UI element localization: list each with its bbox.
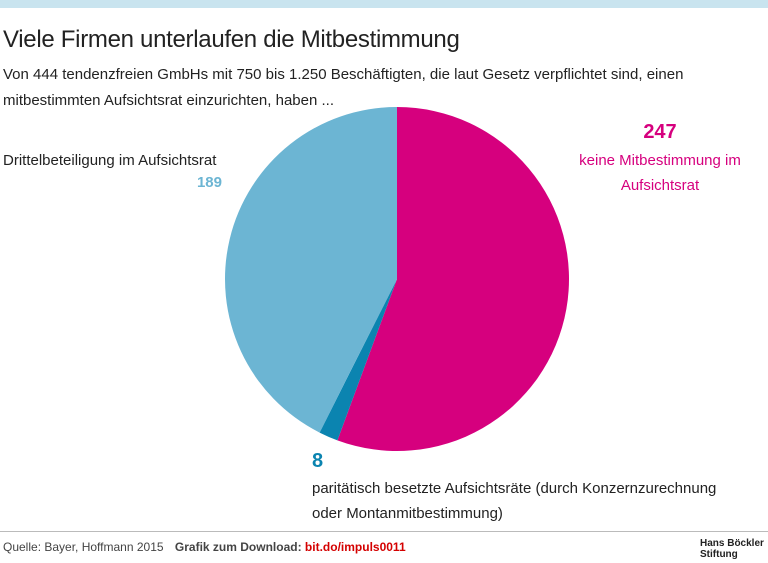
download-link[interactable]: bit.do/impuls0011 — [304, 540, 406, 554]
top-bar — [0, 0, 768, 8]
footer-rule — [0, 531, 768, 532]
value-label: 189 — [196, 174, 222, 191]
slice-label: keine Mitbestimmung im Aufsichtsrat — [579, 152, 741, 194]
chart-title: Viele Firmen unterlaufen die Mitbestimmu… — [3, 26, 460, 53]
value-label: 247 — [643, 121, 677, 143]
pie-slice — [224, 107, 397, 433]
slice-label: Drittelbeteiligung im Aufsichtsrat — [3, 152, 217, 169]
pie-slice — [319, 279, 397, 441]
chart-subtitle: Von 444 tendenzfreien GmbHs mit 750 bis … — [3, 66, 684, 109]
pie-slice — [337, 107, 569, 452]
footer: Quelle: Bayer, Hoffmann 2015 Grafik zum … — [3, 540, 406, 554]
logo: Hans Böckler Stiftung — [700, 538, 764, 560]
source: Quelle: Bayer, Hoffmann 2015 — [3, 540, 164, 554]
download-label: Grafik zum Download: — [174, 540, 302, 554]
slice-label: paritätisch besetzte Aufsichtsräte (durc… — [312, 480, 717, 522]
value-label: 8 — [312, 450, 324, 472]
